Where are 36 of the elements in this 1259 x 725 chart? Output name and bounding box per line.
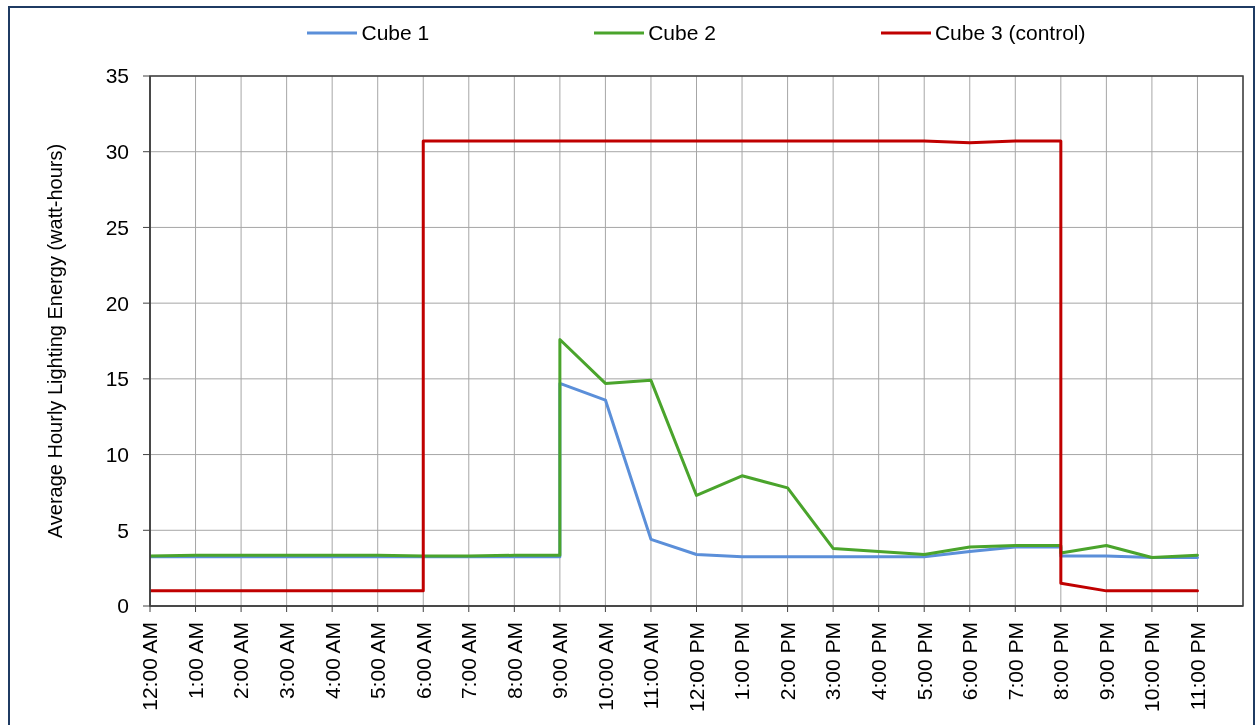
y-tick-label: 35: [105, 64, 129, 88]
y-axis-title: Average Hourly Lighting Energy (watt-hours): [44, 143, 66, 539]
y-tick-label: 5: [117, 518, 129, 542]
x-tick-label: 9:00 PM: [1094, 622, 1118, 701]
y-tick-label: 20: [105, 291, 129, 315]
legend-label: Cube 1: [361, 21, 430, 45]
x-tick-label: 1:00 PM: [730, 622, 754, 701]
legend-label: Cube 2: [648, 21, 716, 45]
x-tick-label: 5:00 AM: [366, 622, 390, 700]
x-tick-label: 2:00 AM: [229, 622, 253, 700]
x-tick-label: 6:00 PM: [958, 622, 982, 701]
x-tick-label: 3:00 PM: [821, 622, 845, 701]
x-tick-label: 9:00 AM: [548, 622, 572, 700]
x-tick-label: 10:00 PM: [1140, 622, 1164, 712]
x-tick-label: 3:00 AM: [274, 622, 298, 700]
x-tick-label: 1:00 AM: [183, 622, 207, 700]
x-tick-label: 2:00 PM: [775, 622, 799, 701]
x-tick-label: 7:00 PM: [1003, 622, 1027, 701]
y-tick-label: 10: [105, 443, 129, 467]
x-tick-label: 4:00 AM: [320, 622, 344, 700]
legend-label: Cube 3 (control): [934, 21, 1086, 45]
x-tick-label: 12:00 PM: [684, 622, 708, 712]
x-tick-label: 12:00 AM: [138, 622, 162, 711]
x-tick-label: 8:00 AM: [502, 622, 526, 700]
x-tick-label: 8:00 PM: [1049, 622, 1073, 701]
x-tick-label: 6:00 AM: [411, 622, 435, 700]
x-tick-label: 10:00 AM: [593, 622, 617, 711]
x-tick-label: 11:00 PM: [1185, 622, 1209, 711]
x-tick-label: 11:00 AM: [639, 622, 663, 710]
x-tick-label: 4:00 PM: [867, 622, 891, 701]
x-tick-label: 7:00 AM: [457, 622, 481, 700]
x-tick-label: 5:00 PM: [912, 622, 936, 701]
y-tick-label: 25: [105, 215, 129, 239]
y-tick-label: 0: [117, 594, 129, 618]
y-tick-label: 30: [105, 140, 129, 164]
y-tick-label: 15: [105, 367, 129, 391]
